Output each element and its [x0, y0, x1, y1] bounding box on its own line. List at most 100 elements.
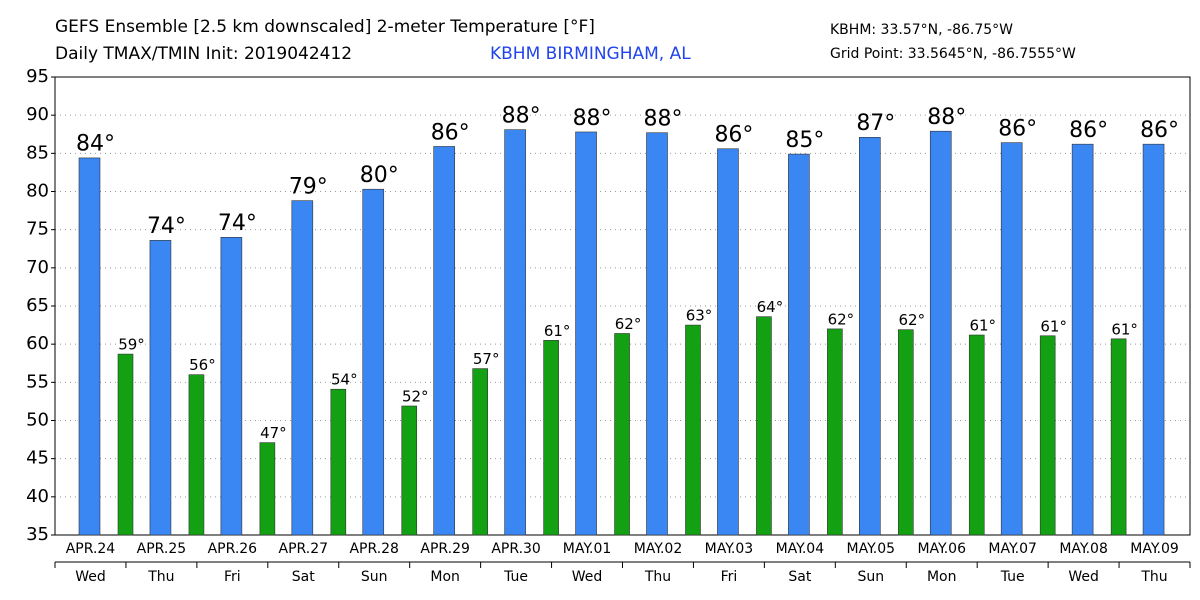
y-tick-label: 45: [26, 448, 49, 469]
weekday-label: Thu: [644, 569, 671, 585]
value-label: 62°: [615, 315, 642, 333]
weekday-label: Thu: [1140, 569, 1167, 585]
y-tick-label: 65: [26, 295, 49, 316]
weekday-label: Mon: [430, 569, 460, 585]
y-tick-label: 40: [26, 486, 49, 507]
bar: [472, 368, 488, 536]
x-tick-label: APR.30: [491, 541, 541, 557]
value-label: 88°: [644, 107, 683, 132]
value-label: 84°: [76, 132, 115, 157]
value-label: 74°: [218, 211, 257, 236]
value-label: 64°: [757, 298, 784, 316]
bar: [614, 333, 630, 536]
x-tick-label: MAY.01: [563, 541, 612, 557]
bar: [188, 374, 205, 536]
bar: [362, 188, 385, 536]
weekday-label: Tue: [503, 569, 528, 585]
bar: [859, 137, 881, 536]
value-label: 80°: [360, 163, 399, 188]
weekday-label: Sat: [788, 569, 811, 585]
x-tick-label: APR.28: [349, 541, 399, 557]
bar: [330, 388, 347, 536]
value-label: 47°: [260, 424, 287, 442]
x-tick-label: MAY.07: [988, 541, 1037, 557]
x-tick-label: APR.25: [137, 541, 187, 557]
y-tick-label: 50: [26, 410, 49, 431]
x-tick-label: MAY.09: [1130, 541, 1179, 557]
bar: [78, 157, 101, 536]
bar: [433, 146, 455, 536]
bar: [717, 148, 739, 536]
y-tick-label: 90: [26, 104, 49, 125]
y-tick-label: 80: [26, 181, 49, 202]
y-tick-label: 35: [26, 524, 49, 545]
weekday-label: Sat: [292, 569, 315, 585]
y-tick-label: 85: [26, 142, 49, 163]
x-tick-label: MAY.04: [776, 541, 825, 557]
bar: [646, 132, 668, 536]
value-label: 61°: [1111, 320, 1138, 338]
value-label: 86°: [998, 116, 1037, 141]
value-label: 61°: [969, 317, 996, 335]
value-label: 86°: [431, 120, 470, 145]
x-tick-label: APR.26: [208, 541, 258, 557]
bar: [291, 200, 314, 536]
weekday-label: Tue: [1000, 569, 1025, 585]
y-tick-label: 55: [26, 371, 49, 392]
value-label: 62°: [828, 310, 855, 328]
bar: [401, 405, 418, 536]
weekday-label: Wed: [75, 569, 106, 585]
chart-subtitle: Daily TMAX/TMIN Init: 2019042412: [55, 44, 352, 64]
value-label: 56°: [189, 356, 216, 374]
y-tick-label: 70: [26, 257, 49, 278]
value-label: 61°: [1040, 317, 1067, 335]
y-tick-label: 75: [26, 219, 49, 240]
value-label: 54°: [331, 371, 358, 389]
bar: [898, 329, 914, 536]
value-label: 88°: [573, 106, 612, 131]
value-label: 59°: [118, 336, 145, 354]
value-label: 52°: [402, 387, 429, 405]
value-label: 88°: [502, 103, 541, 128]
weekday-label: Thu: [147, 569, 174, 585]
value-label: 61°: [544, 322, 571, 340]
value-label: 86°: [714, 123, 753, 148]
bar: [968, 334, 985, 536]
y-tick-label: 60: [26, 333, 49, 354]
bar: [1142, 143, 1165, 536]
bar: [1071, 143, 1094, 536]
location: KBHM BIRMINGHAM, AL: [490, 44, 691, 64]
bar: [1110, 338, 1127, 536]
value-label: 63°: [686, 307, 713, 325]
bar: [149, 240, 172, 536]
value-label: 86°: [1069, 118, 1108, 143]
bar: [756, 316, 772, 536]
y-tick-label: 95: [26, 66, 49, 87]
value-label: 88°: [927, 105, 966, 130]
x-tick-label: MAY.05: [847, 541, 896, 557]
weekday-label: Mon: [927, 569, 957, 585]
bar: [543, 340, 559, 536]
x-tick-label: APR.29: [420, 541, 470, 557]
x-tick-label: MAY.02: [634, 541, 683, 557]
weekday-label: Wed: [572, 569, 603, 585]
x-tick-label: MAY.08: [1059, 541, 1108, 557]
x-tick-label: MAY.06: [917, 541, 966, 557]
weekday-label: Sun: [857, 569, 884, 585]
value-label: 74°: [147, 214, 186, 239]
bar: [929, 130, 952, 536]
x-tick-label: MAY.03: [705, 541, 754, 557]
bar: [788, 153, 810, 536]
value-label: 62°: [899, 311, 926, 329]
weekday-label: Sun: [361, 569, 388, 585]
x-tick-label: APR.24: [66, 541, 116, 557]
bar: [259, 442, 276, 536]
x-tick-label: APR.27: [279, 541, 329, 557]
value-label: 57°: [473, 350, 500, 368]
bar: [827, 328, 843, 536]
bar: [504, 129, 526, 536]
weekday-label: Fri: [721, 569, 738, 585]
chart-title: GEFS Ensemble [2.5 km downscaled] 2-mete…: [55, 17, 595, 37]
bar: [117, 353, 134, 536]
